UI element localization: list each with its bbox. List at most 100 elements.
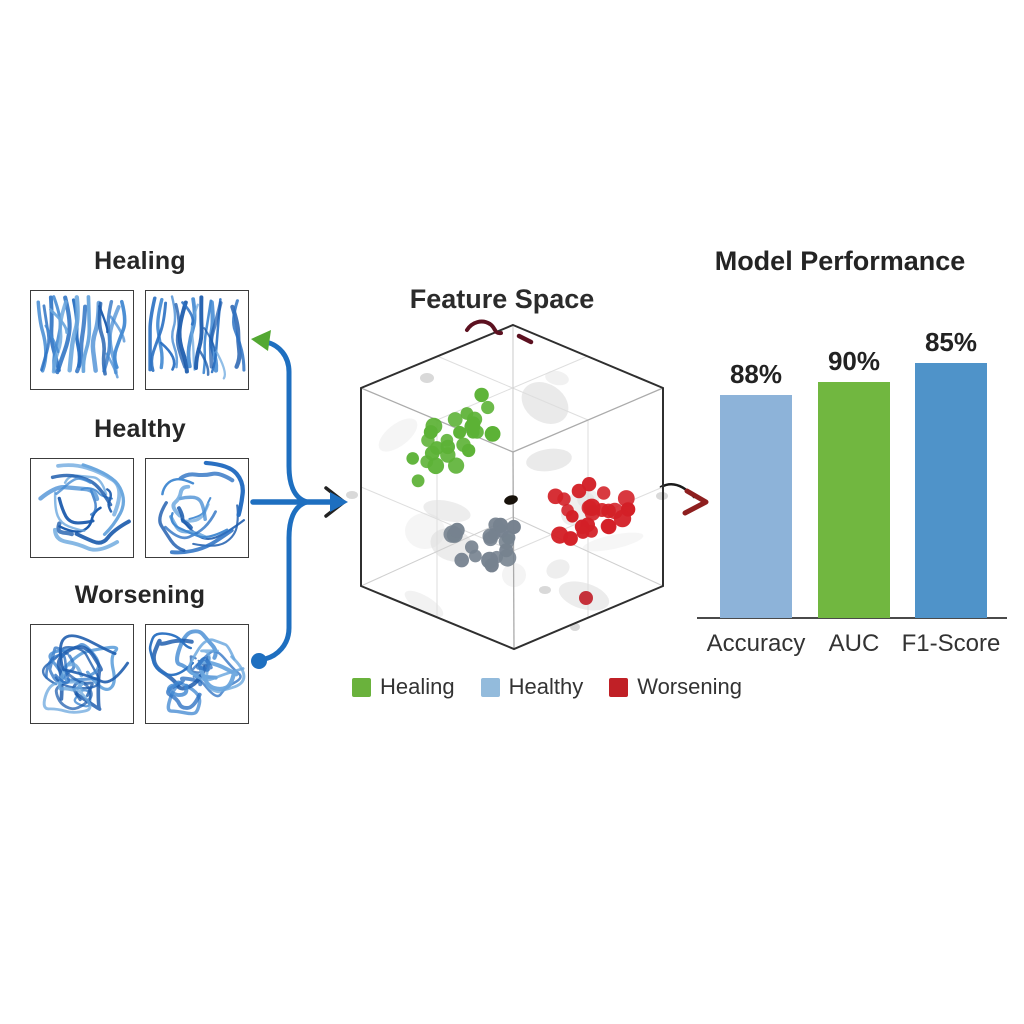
dash-mark-icon	[516, 333, 534, 345]
scatter-point	[501, 530, 516, 545]
speck-mark-icon	[504, 495, 518, 505]
scatter-point	[423, 425, 438, 440]
scatter-point	[483, 531, 498, 547]
background-blob	[404, 590, 444, 618]
legend-swatch-icon	[480, 677, 500, 697]
cube-gridline	[512, 486, 664, 552]
bar-category-label-auc: AUC	[828, 630, 880, 657]
scatter-point	[470, 425, 484, 439]
scatter-point	[584, 505, 601, 521]
scatter-point	[617, 490, 635, 507]
scatter-point	[492, 517, 509, 534]
scatter-point	[484, 426, 501, 442]
scatter-point	[499, 543, 514, 558]
bar-category-label-f1-score: F1-Score	[901, 630, 1001, 657]
bar-auc	[818, 382, 890, 618]
scatter-point	[466, 425, 480, 439]
scatter-cluster-healing	[406, 387, 501, 488]
scatter-point	[580, 517, 595, 533]
scatter-point	[557, 492, 571, 506]
sample-group-worsening: Worsening	[30, 580, 250, 724]
sample-image-worsening-2	[145, 624, 249, 724]
merge-arrow-lower-branch	[262, 499, 310, 662]
scatter-cluster-worsening	[547, 477, 636, 546]
scatter-point	[467, 411, 483, 427]
bar-f1-score	[915, 363, 987, 618]
background-speck	[570, 623, 580, 631]
cube-inner-edge	[360, 387, 514, 453]
scatter-point	[613, 509, 632, 528]
scatter-point	[440, 439, 455, 455]
scatter-point	[581, 477, 597, 492]
legend-label: Healthy	[508, 674, 584, 699]
squiggle-mark-icon	[465, 319, 503, 336]
scatter-point	[484, 558, 499, 573]
scatter-cluster-healthy	[443, 517, 521, 573]
scatter-point	[461, 443, 476, 458]
scatter-point	[443, 525, 462, 543]
legend-item-healing: Healing	[352, 674, 455, 700]
sample-image-worsening-1	[30, 624, 134, 724]
scatter-point	[411, 474, 425, 488]
sample-image-healthy-1	[30, 458, 134, 558]
scatter-point	[440, 447, 456, 463]
background-blob	[560, 488, 600, 526]
scatter-point	[581, 500, 597, 516]
scatter-point	[561, 504, 574, 517]
bar-category-label-accuracy: Accuracy	[706, 630, 806, 657]
dot-icon	[251, 653, 267, 669]
background-blob	[582, 532, 644, 552]
scatter-point	[506, 519, 521, 535]
legend-label: Worsening	[637, 674, 742, 699]
scatter-point	[481, 400, 495, 415]
cube-inner-edge	[512, 387, 664, 453]
background-blob	[545, 370, 569, 386]
scatter-point	[576, 526, 590, 539]
scatter-point	[466, 416, 481, 431]
sample-row	[30, 458, 250, 558]
background-speck	[656, 492, 668, 500]
sample-group-healthy: Healthy	[30, 414, 250, 558]
background-blob	[430, 528, 474, 562]
cube-hidden-edge	[360, 516, 514, 587]
bar-value-label-f1-score: 85%	[924, 327, 978, 357]
x-axis-line	[697, 617, 1007, 619]
cube-outline	[360, 323, 664, 651]
scatter-point	[454, 552, 470, 568]
scatter-point	[571, 483, 587, 499]
scatter-point	[601, 503, 616, 519]
sample-group-healing: Healing	[30, 246, 250, 390]
scatter-point	[574, 519, 590, 535]
scatter-point	[460, 407, 474, 420]
group-label-healthy: Healthy	[94, 415, 186, 443]
scatter-point	[482, 528, 498, 544]
chart-title: Model Performance	[714, 246, 966, 276]
scatter-point	[449, 522, 465, 538]
scatter-point	[620, 502, 636, 517]
output-arrowhead-icon	[682, 488, 709, 516]
cube-hidden-edge	[512, 516, 664, 587]
scatter-point	[427, 457, 445, 475]
background-blob	[558, 581, 610, 611]
green-arrowhead-icon	[251, 330, 271, 351]
scatter-outlier-point	[579, 591, 593, 605]
scatter-point	[601, 519, 617, 535]
group-label-worsening: Worsening	[74, 581, 206, 609]
scatter-point	[469, 549, 482, 563]
legend-swatch-icon	[609, 677, 629, 697]
scatter-point	[566, 510, 579, 523]
scatter-point	[498, 549, 517, 567]
scatter-point	[597, 486, 611, 500]
cube-gridline	[436, 355, 589, 421]
background-speck	[539, 586, 551, 594]
sample-image-healthy-2	[145, 458, 249, 558]
scatter-point	[420, 455, 434, 469]
bar-accuracy	[720, 395, 792, 618]
scatter-point	[606, 502, 623, 520]
scatter-point	[421, 433, 435, 447]
bar-value-label-auc: 90%	[827, 346, 881, 376]
scatter-point	[406, 452, 420, 465]
scatter-point	[498, 533, 515, 550]
output-arrow-tail	[659, 483, 696, 499]
